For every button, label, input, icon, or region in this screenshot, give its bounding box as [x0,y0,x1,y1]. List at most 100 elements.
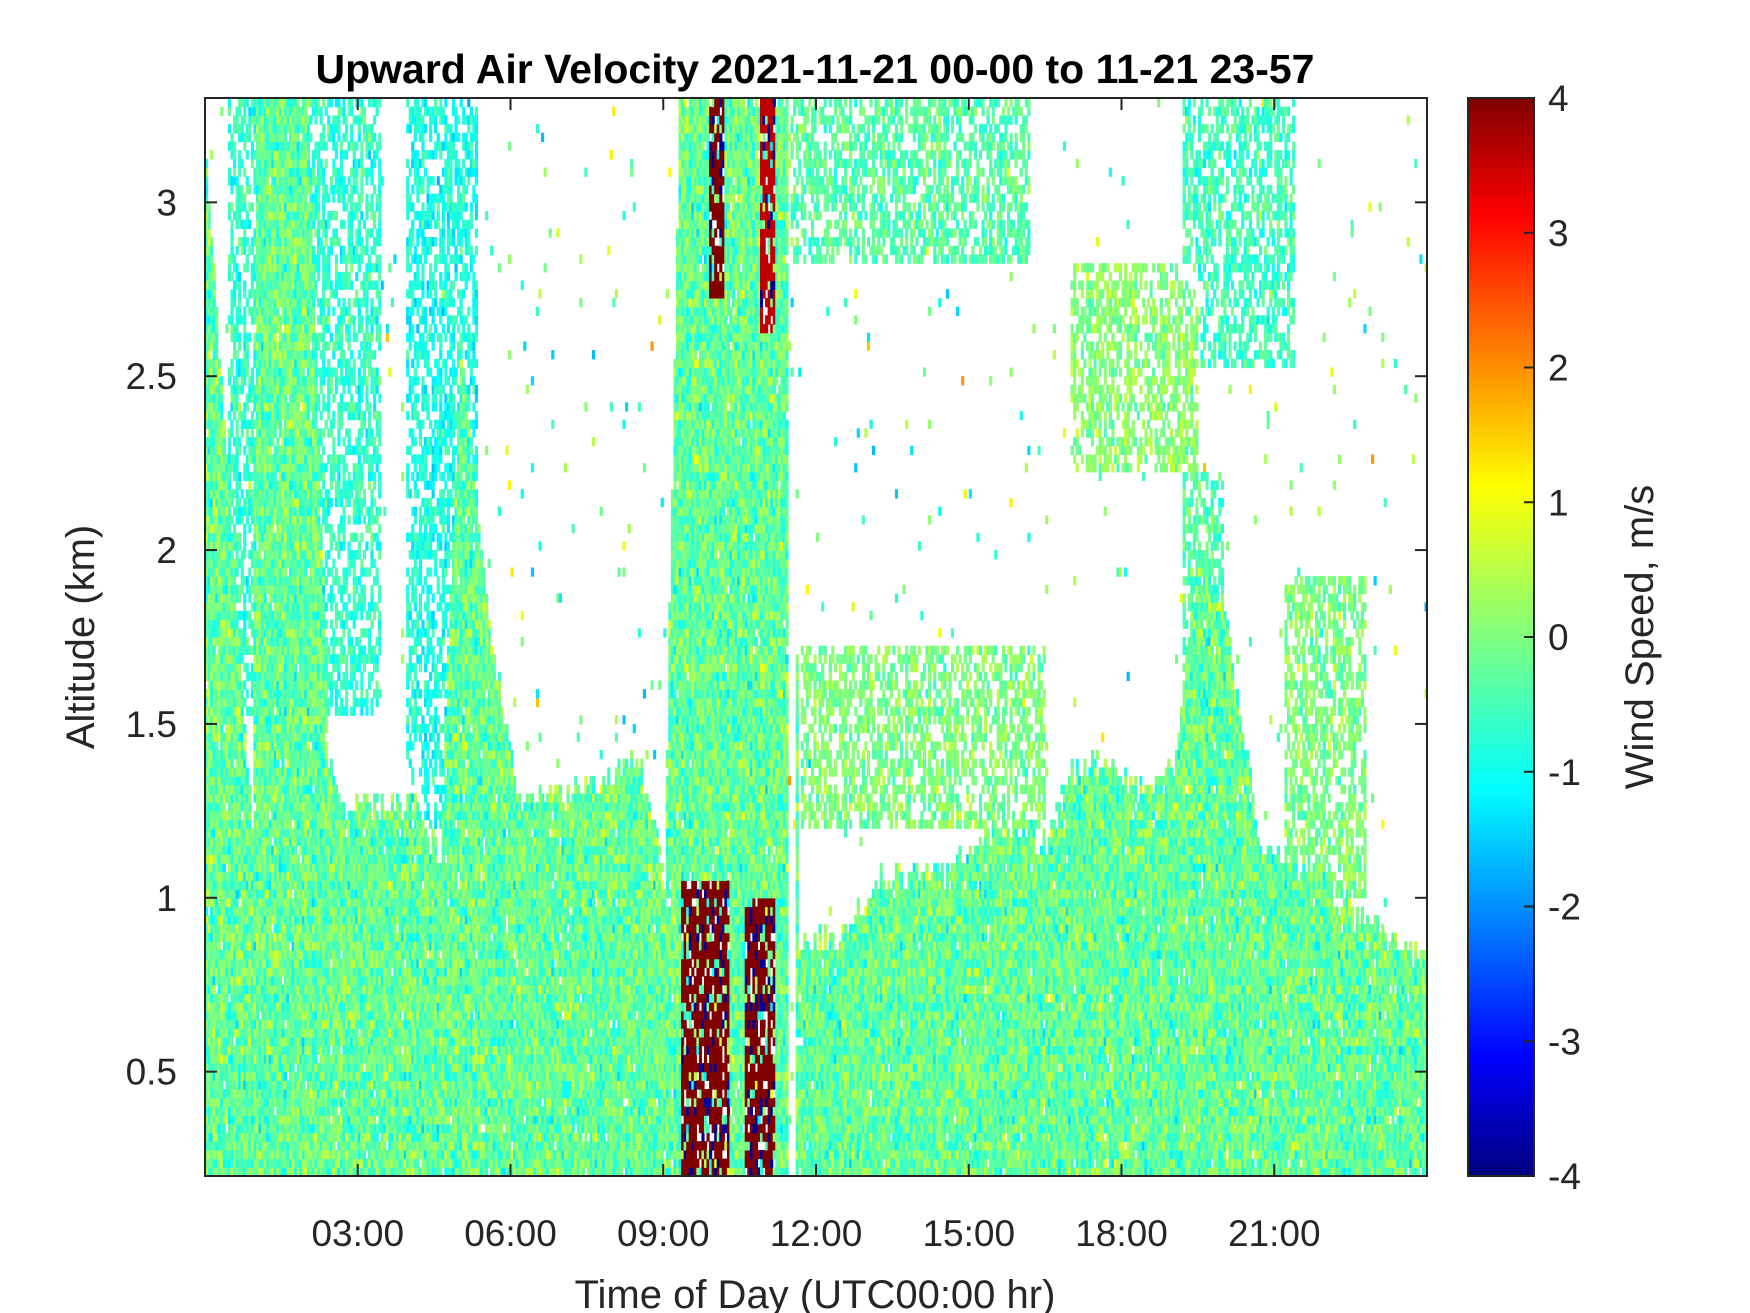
heatmap-cell [238,811,241,820]
heatmap-cell [238,107,241,116]
heatmap-cell [251,246,254,255]
heatmap-cell [208,211,211,220]
heatmap-cell [269,446,272,455]
heatmap-cell [243,759,246,768]
heatmap-cell [213,263,216,272]
heatmap-cell [210,246,213,255]
heatmap-cell [213,298,216,307]
heatmap-cell [243,246,246,255]
heatmap-cell [238,402,241,411]
heatmap-cell [289,889,292,898]
heatmap-cell [215,333,218,342]
heatmap-cell [236,489,239,498]
heatmap-cell [213,281,216,290]
heatmap-cell [269,924,272,933]
heatmap-cell [246,637,249,646]
heatmap-cell [256,1011,259,1020]
heatmap-cell [223,437,226,446]
heatmap-cell [246,576,249,585]
heatmap-cell [246,663,249,672]
heatmap-cell [238,341,241,350]
heatmap-cell [243,202,246,211]
chart-title: Upward Air Velocity 2021-11-21 00-00 to … [316,46,1315,92]
heatmap-cell [220,1080,223,1089]
heatmap-cell [230,428,233,437]
heatmap-cell [246,428,249,437]
heatmap-cell [246,211,249,220]
heatmap-cell [225,324,228,333]
heatmap-cell [225,993,228,1002]
heatmap-cell [243,228,246,237]
heatmap-cell [246,402,249,411]
heatmap-cell [241,715,244,724]
heatmap-cell [248,524,251,533]
heatmap-cell [243,741,246,750]
heatmap-cell [210,254,213,263]
heatmap-cell [233,289,236,298]
heatmap-cell [213,646,216,655]
heatmap-cell [248,333,251,342]
heatmap-cell [238,446,241,455]
heatmap-cell [274,428,277,437]
heatmap-cell [208,220,211,229]
heatmap-cell [233,411,236,420]
heatmap-cell [241,185,244,194]
heatmap-cell [248,611,251,620]
heatmap-cell [233,168,236,177]
heatmap-cell [236,567,239,576]
heatmap-cell [215,741,218,750]
heatmap-cell [243,680,246,689]
heatmap-cell [243,141,246,150]
heatmap-cell [210,237,213,246]
heatmap-cell [241,489,244,498]
heatmap-cell [276,307,279,316]
heatmap-cell [241,515,244,524]
heatmap-cell [236,246,239,255]
heatmap-cell [248,785,251,794]
heatmap-cell [236,394,239,403]
heatmap-cell [238,472,241,481]
heatmap-cell [230,202,233,211]
heatmap-cell [289,820,292,829]
heatmap-cell [233,298,236,307]
heatmap-cell [243,376,246,385]
heatmap-cell [236,176,239,185]
heatmap-cell [246,341,249,350]
heatmap-cell [230,133,233,142]
heatmap-cell [266,811,269,820]
heatmap-cell [228,107,231,116]
heatmap-cell [248,793,251,802]
heatmap-cell [233,159,236,168]
heatmap-cell [248,820,251,829]
heatmap-cell [215,350,218,359]
heatmap-cell [238,498,241,507]
heatmap-cell [233,341,236,350]
heatmap-cell [220,402,223,411]
heatmap-cell [246,463,249,472]
heatmap-cell [251,141,254,150]
heatmap-cell [220,376,223,385]
heatmap-cell [246,254,249,263]
heatmap-cell [294,846,297,855]
heatmap-cell [246,98,249,107]
heatmap-cell [243,733,246,742]
heatmap-cell [246,350,249,359]
heatmap-cell [241,707,244,716]
heatmap-cell [243,446,246,455]
heatmap-cell [238,307,241,316]
heatmap-cell [269,837,272,846]
heatmap-cell [236,115,239,124]
heatmap-cell [233,254,236,263]
heatmap-cell [230,272,233,281]
heatmap-cell [248,185,251,194]
heatmap-cell [243,281,246,290]
heatmap-cell [271,1106,274,1115]
heatmap-cell [223,802,226,811]
heatmap-cell [241,654,244,663]
heatmap-cell [238,211,241,220]
heatmap-cell [246,298,249,307]
heatmap-cell [279,420,282,429]
heatmap-cell [286,941,289,950]
heatmap-cell [246,176,249,185]
